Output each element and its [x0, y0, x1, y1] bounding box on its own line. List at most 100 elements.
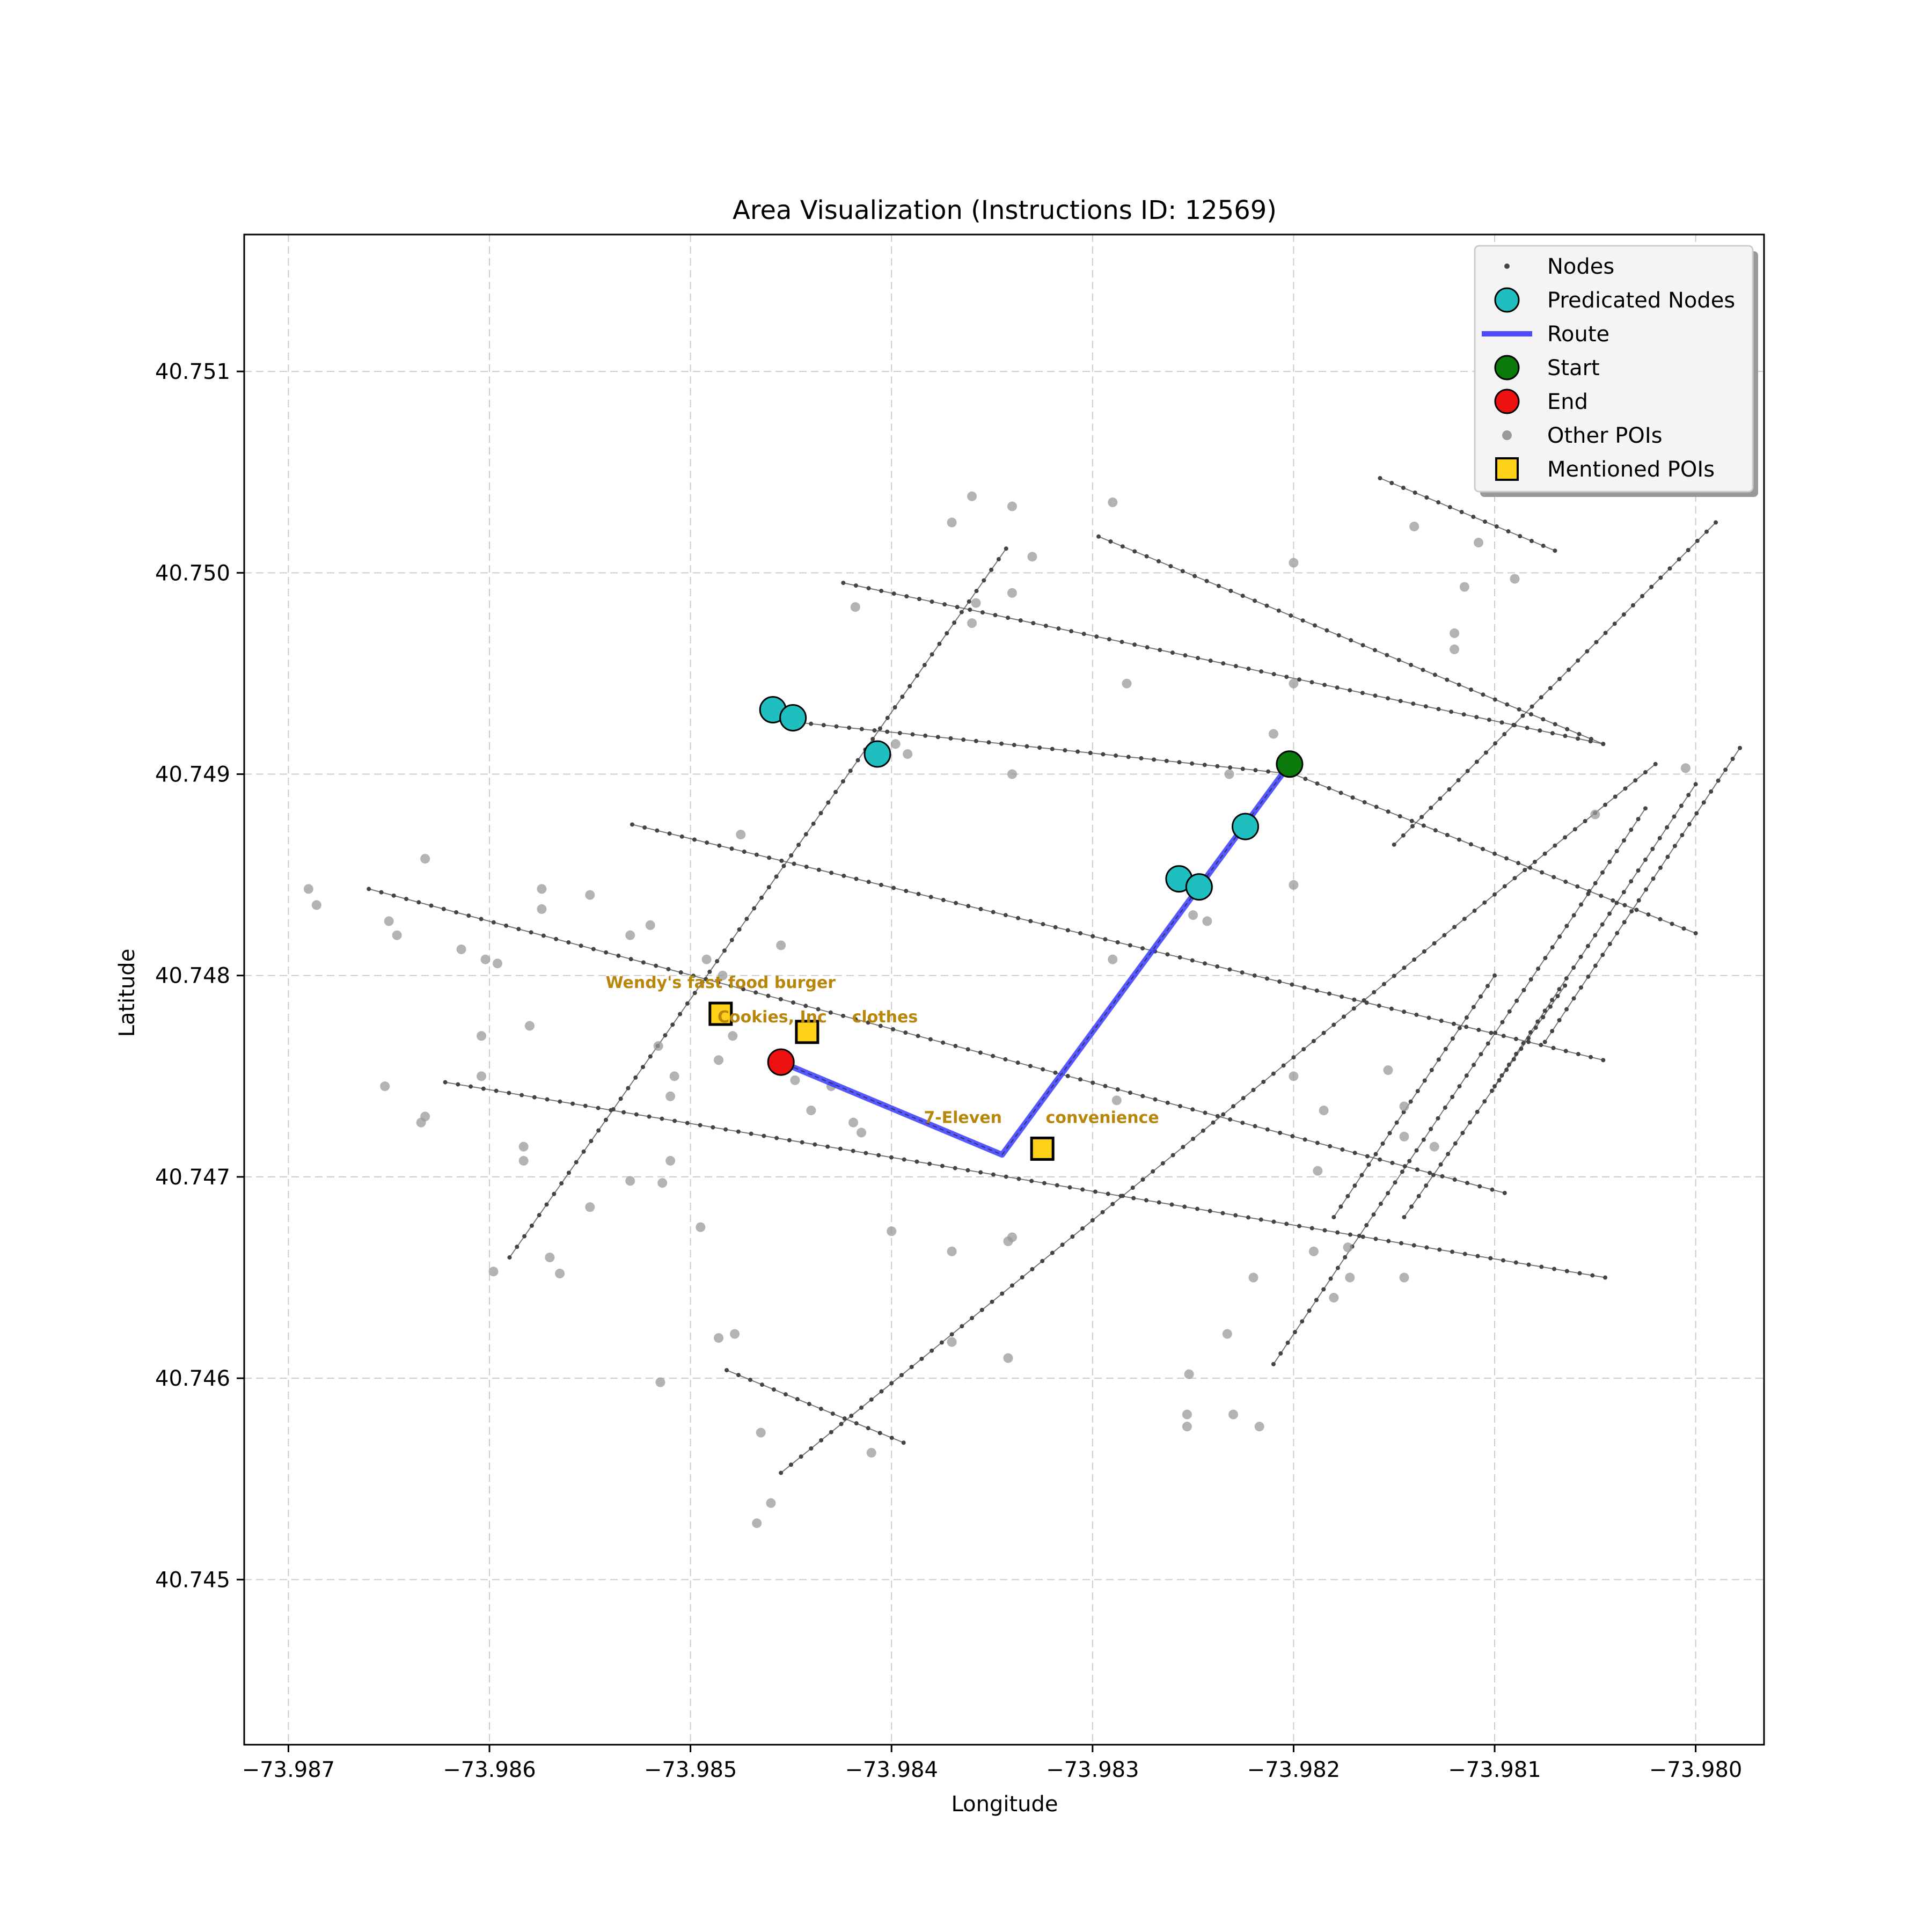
street-node	[416, 900, 421, 905]
other-poi	[1007, 588, 1017, 598]
street-node	[1081, 632, 1086, 636]
street-node	[1461, 712, 1466, 717]
street-node	[1253, 1124, 1257, 1129]
street-node	[885, 729, 890, 734]
mentioned-poi-marker	[795, 1020, 819, 1044]
other-poi	[416, 1117, 426, 1128]
other-poi	[480, 954, 491, 964]
street-node	[1565, 727, 1570, 731]
street-node	[1359, 1173, 1364, 1177]
street-node	[1190, 1107, 1195, 1112]
street-node	[1053, 925, 1058, 930]
street-node	[1488, 1256, 1493, 1261]
street-node	[1502, 1190, 1507, 1195]
street-node	[1132, 642, 1137, 647]
street-node	[949, 1332, 954, 1337]
street-node	[783, 1392, 788, 1397]
street-node	[1170, 1153, 1175, 1158]
street-node	[752, 906, 757, 911]
street-node	[1271, 1071, 1276, 1076]
street-node	[1539, 1264, 1544, 1269]
street-node	[853, 583, 858, 588]
street-node	[940, 1163, 945, 1168]
street-node	[1041, 1067, 1045, 1072]
street-node	[1603, 631, 1608, 635]
street-node	[1246, 1215, 1250, 1220]
street-node	[1343, 1255, 1348, 1260]
street-node	[1311, 1038, 1316, 1043]
street-node	[570, 1101, 575, 1106]
street-node	[1601, 1058, 1606, 1063]
street-node	[1539, 1043, 1543, 1048]
street-node	[1614, 848, 1619, 853]
y-tick-label: 40.750	[155, 561, 230, 586]
street-node	[1131, 1196, 1136, 1201]
street-node	[1424, 1245, 1429, 1250]
street-node	[1284, 1221, 1289, 1226]
street-node	[1399, 1241, 1404, 1246]
street-node	[1679, 803, 1684, 808]
street-node	[803, 1004, 808, 1008]
street-node	[1281, 1063, 1286, 1068]
street-node	[1714, 520, 1718, 525]
street-node	[1278, 1130, 1283, 1135]
street-node	[891, 591, 896, 596]
street-node	[870, 737, 875, 742]
street-9	[780, 763, 1656, 1474]
street-node	[663, 1033, 668, 1038]
street-node	[1195, 1206, 1199, 1211]
street-node	[1211, 1120, 1216, 1125]
street-node	[830, 1411, 835, 1416]
street-node	[504, 923, 509, 928]
street-node	[1432, 672, 1437, 677]
street-node	[589, 1139, 594, 1144]
other-poi	[1450, 644, 1460, 654]
street-node	[716, 980, 721, 985]
street-node	[554, 936, 559, 941]
street-node	[1335, 1265, 1340, 1270]
street-node	[1371, 1212, 1376, 1217]
other-poi	[850, 602, 860, 612]
street-node	[1615, 931, 1620, 935]
street-node	[1128, 943, 1132, 948]
street-node	[1240, 766, 1245, 771]
street-node	[1589, 737, 1593, 742]
street-node	[1191, 1137, 1196, 1141]
street-node	[849, 1414, 854, 1418]
street-node	[1436, 1057, 1441, 1062]
street-node	[1094, 634, 1099, 639]
street-node	[1372, 648, 1377, 653]
x-tick-label: −73.981	[1448, 1758, 1541, 1782]
street-node	[1523, 868, 1527, 873]
street-node	[1533, 1025, 1538, 1030]
street-node	[1693, 782, 1698, 787]
predicated-node	[1185, 873, 1213, 901]
street-node	[1373, 1152, 1378, 1157]
street-node	[795, 1397, 800, 1402]
street-node	[667, 831, 672, 836]
street-node	[1037, 745, 1042, 750]
street-node	[429, 903, 434, 908]
street-node	[1646, 912, 1651, 917]
street-node	[1029, 1179, 1034, 1183]
street-node	[974, 589, 979, 594]
street-node	[628, 957, 633, 962]
street-node	[1548, 1004, 1553, 1009]
predicated-node	[1232, 813, 1260, 840]
street-node	[1078, 931, 1083, 935]
street-node	[833, 789, 838, 794]
street-node	[1492, 892, 1497, 897]
street-node	[1564, 1269, 1569, 1274]
street-node	[1514, 1051, 1519, 1056]
other-poi	[947, 517, 957, 528]
street-node	[1130, 1185, 1135, 1190]
street-node	[1611, 898, 1615, 903]
street-node	[848, 769, 853, 773]
street-node	[897, 730, 902, 735]
street-node	[1499, 1073, 1504, 1078]
street-node	[1350, 795, 1355, 800]
street-node	[1557, 934, 1562, 939]
street-node	[1528, 712, 1533, 717]
street-node	[1578, 985, 1583, 990]
street-node	[1485, 1041, 1490, 1046]
